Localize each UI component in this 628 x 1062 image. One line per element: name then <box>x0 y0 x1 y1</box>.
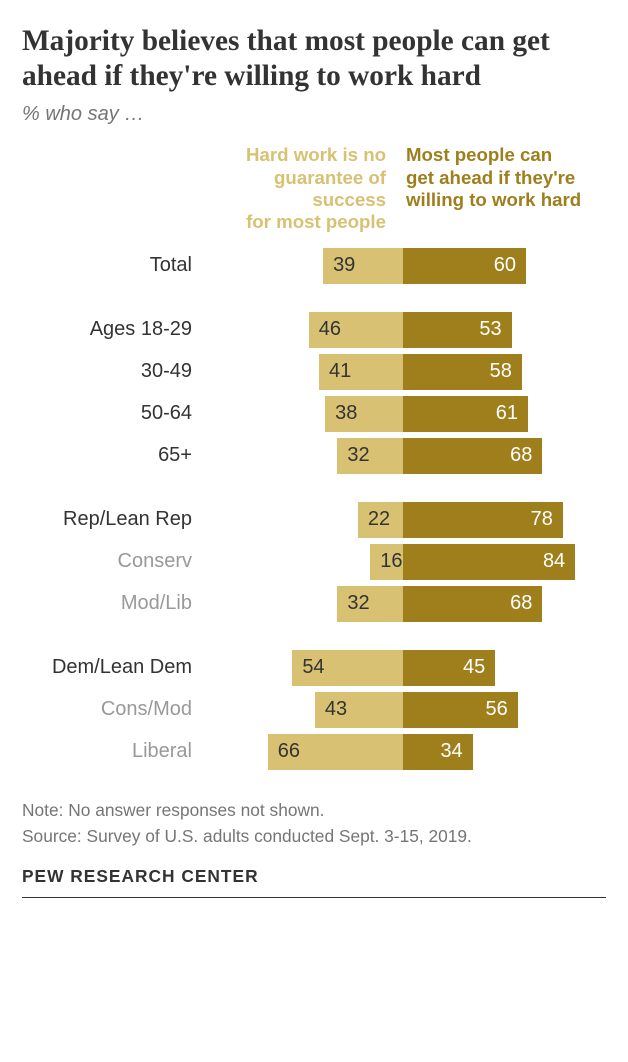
bar-left: 39 <box>323 248 403 284</box>
bar-left: 43 <box>315 692 403 728</box>
data-row: Liberal 66 34 <box>22 734 606 770</box>
legend-right: Most people canget ahead if they'rewilli… <box>406 144 606 234</box>
bar-right: 56 <box>403 692 518 728</box>
bar-right: 68 <box>403 438 542 474</box>
bottom-rule <box>22 897 606 898</box>
value-right: 34 <box>440 740 462 763</box>
value-left: 43 <box>325 698 347 721</box>
legend: Hard work is noguarantee of successfor m… <box>22 144 606 234</box>
data-row: 30-49 41 58 <box>22 354 606 390</box>
data-row: 65+ 32 68 <box>22 438 606 474</box>
bar-pair: 66 34 <box>200 734 606 770</box>
value-right: 58 <box>490 360 512 383</box>
value-right: 84 <box>543 550 565 573</box>
bar-pair: 32 68 <box>200 586 606 622</box>
value-right: 68 <box>510 592 532 615</box>
row-label: 50-64 <box>22 402 200 425</box>
bar-pair: 43 56 <box>200 692 606 728</box>
legend-left: Hard work is noguarantee of successfor m… <box>206 144 386 234</box>
bar-right: 34 <box>403 734 473 770</box>
bar-pair: 46 53 <box>200 312 606 348</box>
value-left: 66 <box>278 740 300 763</box>
row-label: Conserv <box>22 550 200 573</box>
value-left: 32 <box>347 444 369 467</box>
bar-pair: 54 45 <box>200 650 606 686</box>
chart-subtitle: % who say … <box>22 103 606 126</box>
row-group: Ages 18-29 46 53 30-49 41 58 50-64 38 61 65+ 32 68 <box>22 312 606 474</box>
data-row: 50-64 38 61 <box>22 396 606 432</box>
bar-right: 78 <box>403 502 563 538</box>
bar-left: 32 <box>337 586 403 622</box>
row-label: 65+ <box>22 444 200 467</box>
bar-pair: 22 78 <box>200 502 606 538</box>
row-group: Total 39 60 <box>22 248 606 284</box>
row-label: Mod/Lib <box>22 592 200 615</box>
value-right: 45 <box>463 656 485 679</box>
data-row: Rep/Lean Rep 22 78 <box>22 502 606 538</box>
bar-left: 16 <box>370 544 403 580</box>
value-left: 22 <box>368 508 390 531</box>
bar-pair: 1684 <box>200 544 606 580</box>
data-row: Mod/Lib 32 68 <box>22 586 606 622</box>
row-label: 30-49 <box>22 360 200 383</box>
data-row: Cons/Mod 43 56 <box>22 692 606 728</box>
bar-left: 38 <box>325 396 403 432</box>
diverging-bar-chart: Total 39 60 Ages 18-29 46 53 30-49 41 58 50-64 38 6… <box>22 248 606 770</box>
bar-right: 58 <box>403 354 522 390</box>
value-right: 60 <box>494 254 516 277</box>
row-group: Dem/Lean Dem 54 45 Cons/Mod 43 56 Liberal 66 34 <box>22 650 606 770</box>
value-left: 16 <box>380 550 402 573</box>
bar-pair: 41 58 <box>200 354 606 390</box>
row-label: Ages 18-29 <box>22 318 200 341</box>
value-left: 38 <box>335 402 357 425</box>
bar-left: 46 <box>309 312 403 348</box>
data-row: Dem/Lean Dem 54 45 <box>22 650 606 686</box>
data-row: Conserv1684 <box>22 544 606 580</box>
bar-pair: 38 61 <box>200 396 606 432</box>
bar-left: 32 <box>337 438 403 474</box>
bar-pair: 39 60 <box>200 248 606 284</box>
value-left: 41 <box>329 360 351 383</box>
value-right: 56 <box>486 698 508 721</box>
chart-title: Majority believes that most people can g… <box>22 24 606 93</box>
bar-right: 68 <box>403 586 542 622</box>
value-right: 68 <box>510 444 532 467</box>
row-label: Dem/Lean Dem <box>22 656 200 679</box>
value-right: 78 <box>531 508 553 531</box>
row-label: Liberal <box>22 740 200 763</box>
footer-note: Note: No answer responses not shown. <box>22 798 606 822</box>
data-row: Ages 18-29 46 53 <box>22 312 606 348</box>
bar-pair: 32 68 <box>200 438 606 474</box>
bar-left: 41 <box>319 354 403 390</box>
value-right: 61 <box>496 402 518 425</box>
value-left: 54 <box>302 656 324 679</box>
chart-container: { "title": "Majority believes that most … <box>0 0 628 916</box>
bar-left: 22 <box>358 502 403 538</box>
source-text: Source: Survey of U.S. adults conducted … <box>22 824 606 848</box>
bar-left: 66 <box>268 734 403 770</box>
row-group: Rep/Lean Rep2278Conserv1684Mod/Lib3268 <box>22 502 606 622</box>
value-left: 46 <box>319 318 341 341</box>
value-right: 53 <box>479 318 501 341</box>
row-label: Rep/Lean Rep <box>22 508 200 531</box>
bar-right: 61 <box>403 396 528 432</box>
data-row: Total 39 60 <box>22 248 606 284</box>
row-label: Cons/Mod <box>22 698 200 721</box>
brand-text: PEW RESEARCH CENTER <box>22 866 606 887</box>
value-left: 39 <box>333 254 355 277</box>
bar-right: 53 <box>403 312 512 348</box>
bar-right: 84 <box>403 544 575 580</box>
value-left: 32 <box>347 592 369 615</box>
bar-right: 45 <box>403 650 495 686</box>
row-label: Total <box>22 254 200 277</box>
bar-left: 54 <box>292 650 403 686</box>
bar-right: 60 <box>403 248 526 284</box>
